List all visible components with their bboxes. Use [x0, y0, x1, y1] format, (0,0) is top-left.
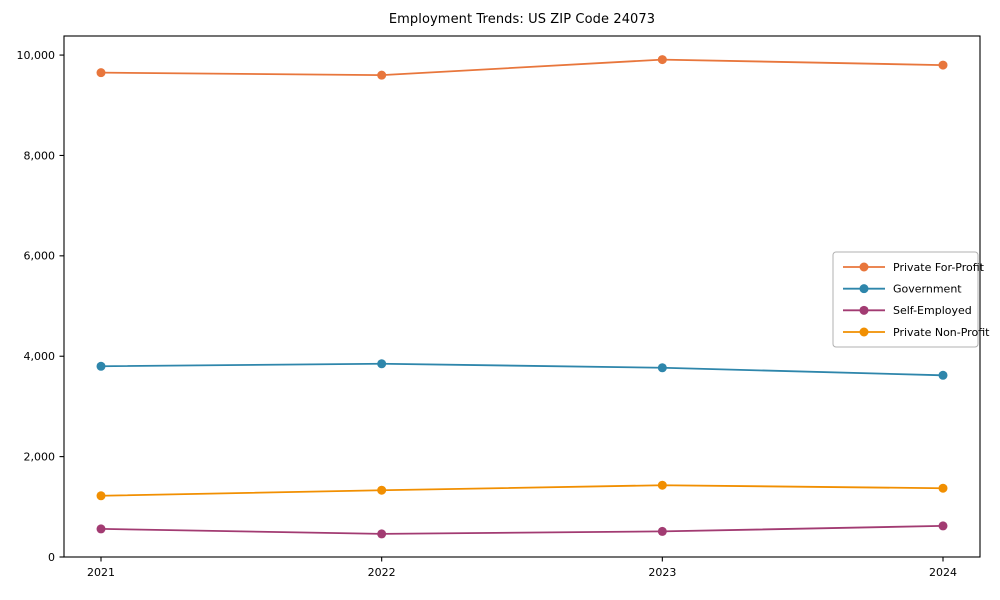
series-line — [100, 524, 944, 535]
data-point-marker — [96, 361, 106, 371]
legend-item-government: Government — [843, 283, 962, 296]
legend-marker-sample — [859, 284, 869, 294]
y-tick-label: 2,000 — [24, 450, 56, 463]
y-tick-label: 10,000 — [17, 49, 56, 62]
x-axis: 2021 2022 2023 2024 — [87, 557, 957, 579]
series-line — [100, 484, 944, 497]
legend-marker-sample — [859, 327, 869, 337]
legend-label: Self-Employed — [893, 304, 972, 317]
data-point-marker — [377, 485, 387, 495]
data-point-marker — [657, 480, 667, 490]
legend-box — [832, 251, 979, 348]
data-point-marker — [96, 524, 106, 534]
legend-item-private-non-profit: Private Non-Profit — [843, 326, 990, 339]
x-tick-label: 2024 — [929, 566, 957, 579]
data-point-marker — [657, 363, 667, 373]
data-point-marker — [938, 60, 948, 70]
data-point-marker — [938, 521, 948, 531]
legend: Private For-Profit Government Self-Employe… — [832, 251, 990, 348]
y-tick-label: 4,000 — [24, 350, 56, 363]
data-point-marker — [96, 491, 106, 501]
series-government — [96, 359, 948, 380]
plot-area — [63, 35, 981, 558]
series-self-employed — [96, 521, 948, 539]
data-point-marker — [938, 483, 948, 493]
series-line — [100, 58, 944, 77]
y-tick-label: 8,000 — [24, 149, 56, 162]
chart-title: Employment Trends: US ZIP Code 24073 — [388, 12, 656, 27]
y-tick-label: 0 — [48, 551, 55, 564]
series-line — [100, 362, 944, 377]
legend-label: Government — [893, 283, 962, 296]
x-tick-label: 2021 — [87, 566, 115, 579]
x-tick-label: 2023 — [648, 566, 676, 579]
legend-label: Private Non-Profit — [893, 326, 990, 339]
legend-marker-sample — [859, 305, 869, 315]
legend-label: Private For-Profit — [893, 261, 985, 274]
data-point-marker — [377, 70, 387, 80]
legend-item-private-for-profit: Private For-Profit — [843, 261, 985, 274]
series-private-for-profit — [96, 55, 948, 80]
series-private-non-profit — [96, 480, 948, 501]
data-point-marker — [377, 359, 387, 369]
data-point-marker — [96, 68, 106, 78]
y-tick-label: 6,000 — [24, 250, 56, 263]
x-tick-label: 2022 — [368, 566, 396, 579]
data-point-marker — [377, 529, 387, 539]
legend-marker-sample — [859, 262, 869, 272]
data-point-marker — [657, 55, 667, 65]
legend-item-self-employed: Self-Employed — [843, 304, 972, 317]
data-point-marker — [657, 526, 667, 536]
data-point-marker — [938, 370, 948, 380]
y-axis: 0 2,000 4,000 6,000 8,000 10,000 — [17, 49, 64, 564]
